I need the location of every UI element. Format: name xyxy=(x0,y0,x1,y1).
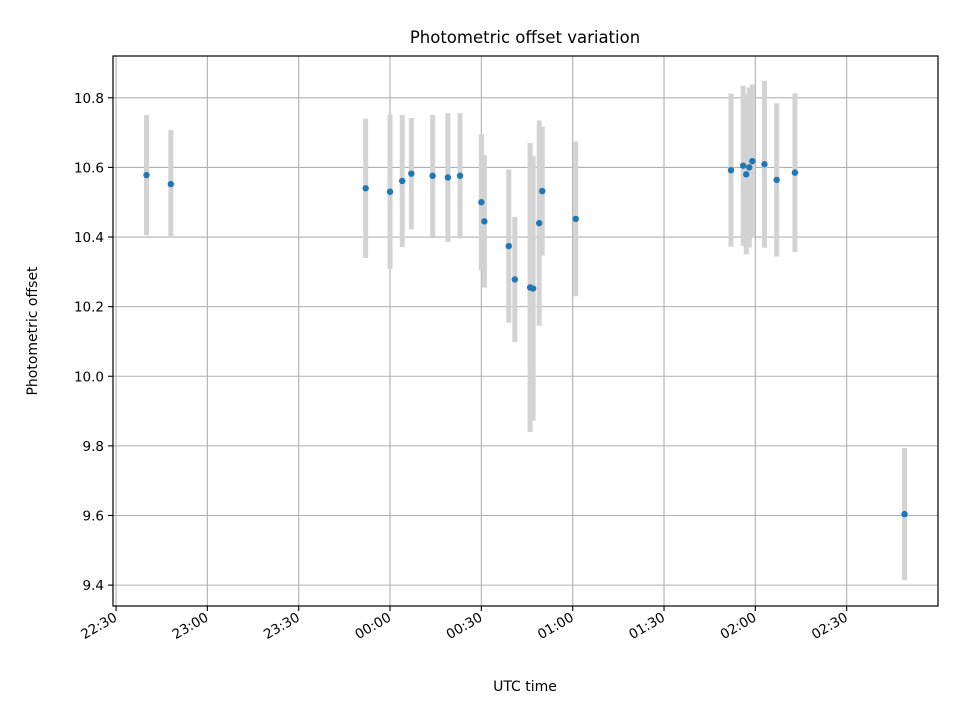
data-point xyxy=(743,171,750,178)
data-point xyxy=(143,171,150,179)
y-tick-label: 10.2 xyxy=(74,300,104,316)
data-point xyxy=(511,276,519,283)
chart-title: Photometric offset variation xyxy=(410,28,640,47)
data-point xyxy=(901,510,908,518)
data-point xyxy=(727,166,735,174)
data-point xyxy=(408,170,415,177)
data-point xyxy=(456,172,464,179)
data-point xyxy=(505,242,512,250)
grid-lines xyxy=(113,56,938,606)
data-point xyxy=(773,176,780,184)
data-points xyxy=(143,157,908,518)
data-point xyxy=(746,164,753,171)
data-point xyxy=(481,218,488,225)
data-point xyxy=(749,157,756,165)
y-tick-label: 10.0 xyxy=(74,369,104,385)
y-tick-label: 9.8 xyxy=(83,439,104,455)
data-point xyxy=(739,162,747,169)
data-point xyxy=(791,169,799,176)
y-axis-ticks: 9.4 9.6 9.8 10.0 10.2 10.4 10.6 10.8 xyxy=(74,91,113,594)
y-tick-label: 10.4 xyxy=(74,230,104,246)
y-tick-label: 9.6 xyxy=(83,508,104,524)
data-point xyxy=(761,161,768,168)
data-point xyxy=(386,188,394,195)
y-tick-label: 10.6 xyxy=(74,160,104,176)
data-point xyxy=(362,185,369,192)
y-axis-label: Photometric offset xyxy=(25,266,41,396)
y-tick-label: 10.8 xyxy=(74,91,104,107)
data-point xyxy=(399,177,406,185)
x-axis-label: UTC time xyxy=(493,679,557,695)
data-point xyxy=(529,285,537,292)
data-point xyxy=(444,174,452,181)
data-point xyxy=(429,172,436,179)
y-tick-label: 9.4 xyxy=(83,578,104,594)
data-point xyxy=(478,199,485,206)
data-point xyxy=(539,187,546,195)
data-point xyxy=(535,219,543,227)
data-point xyxy=(572,215,579,223)
plot-area-frame xyxy=(112,55,939,607)
data-point xyxy=(167,180,175,188)
